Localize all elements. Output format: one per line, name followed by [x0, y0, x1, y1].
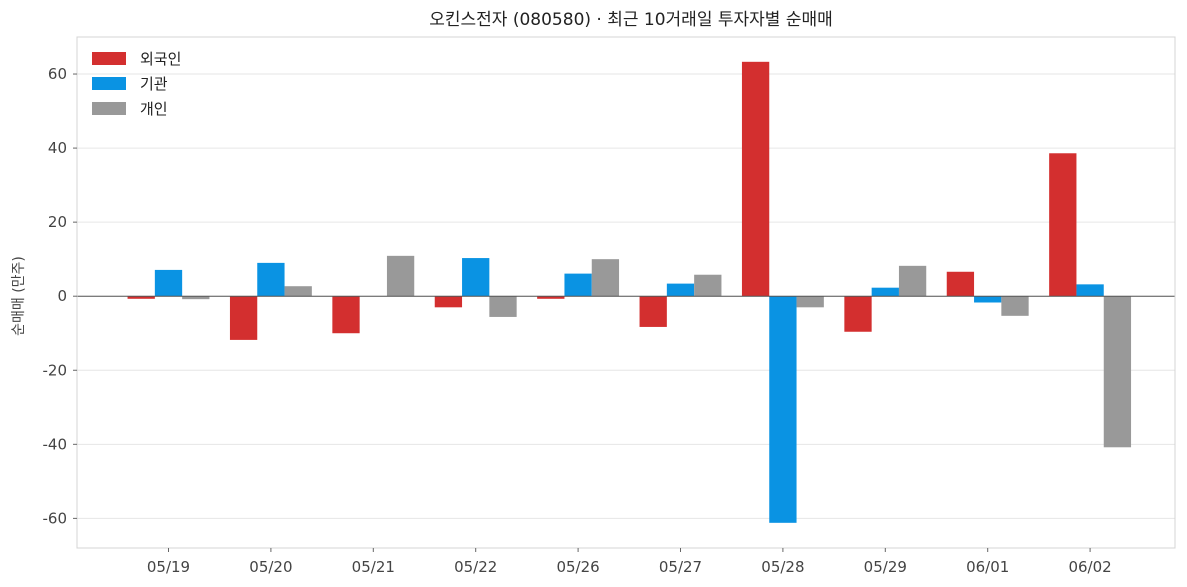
x-tick-label: 05/21	[352, 558, 395, 576]
bar-외국인-05/29	[844, 296, 872, 332]
bar-외국인-05/22	[434, 296, 463, 308]
bar-개인-06/01	[1001, 296, 1029, 316]
chart-title: 오킨스전자 (080580) · 최근 10거래일 투자자별 순매매	[429, 10, 833, 30]
y-tick-label: -60	[43, 509, 68, 527]
bar-기관-05/26	[564, 273, 592, 297]
x-axis: 05/19 05/20 05/21 05/22 05/26 05/27 05/28 05/29…	[147, 548, 1112, 576]
legend-label: 개인	[140, 100, 168, 118]
bar-개인-05/26	[591, 259, 620, 297]
x-tick-label: 06/01	[966, 558, 1009, 576]
y-axis: -60 -40 -20 0 20 40 60	[43, 65, 77, 527]
bar-개인-05/28	[796, 296, 824, 308]
bar-기관-05/22	[462, 258, 490, 297]
x-tick-label: 05/27	[659, 558, 702, 576]
bar-개인-05/21	[386, 255, 415, 297]
plot-frame	[76, 36, 1176, 549]
y-tick-label: -20	[43, 361, 68, 379]
bar-외국인-05/27	[639, 296, 667, 327]
legend-label: 외국인	[140, 50, 181, 68]
x-tick-label: 05/29	[864, 558, 907, 576]
legend-label: 기관	[140, 75, 168, 93]
bar-개인-05/19	[182, 296, 210, 300]
bar-개인-05/29	[898, 265, 927, 297]
y-tick-label: -40	[43, 435, 68, 453]
x-tick-label: 05/22	[454, 558, 497, 576]
y-tick-label: 0	[57, 287, 67, 305]
y-tick-label: 40	[48, 139, 67, 157]
x-tick-label: 05/26	[556, 558, 599, 576]
bar-외국인-05/21	[332, 296, 360, 334]
bar-기관-05/28	[769, 296, 797, 523]
x-tick-label: 05/20	[249, 558, 292, 576]
x-tick-label: 05/28	[761, 558, 804, 576]
bar-기관-05/27	[666, 283, 695, 297]
y-tick-label: 20	[48, 213, 67, 231]
bar-개인-06/02	[1103, 296, 1132, 448]
bar-개인-05/27	[694, 274, 722, 297]
bar-기관-05/20	[257, 262, 285, 297]
y-axis-label: 순매매 (만주)	[11, 256, 27, 336]
legend-swatch-외국인	[92, 52, 126, 65]
bar-외국인-06/02	[1049, 153, 1077, 297]
legend-swatch-개인	[92, 102, 126, 115]
bar-외국인-05/19	[127, 296, 155, 299]
bars	[127, 61, 1132, 523]
bar-외국인-05/20	[229, 296, 258, 340]
y-tick-label: 60	[48, 65, 67, 83]
bar-외국인-05/28	[741, 61, 770, 297]
bar-기관-05/19	[154, 269, 183, 297]
bar-기관-06/01	[974, 296, 1002, 303]
bar-외국인-06/01	[946, 271, 975, 297]
x-tick-label: 06/02	[1068, 558, 1111, 576]
legend-swatch-기관	[92, 77, 126, 90]
bar-외국인-05/26	[537, 296, 565, 299]
bar-기관-06/02	[1076, 284, 1104, 297]
bar-개인-05/22	[489, 296, 517, 317]
bar-기관-05/29	[871, 287, 899, 297]
bar-개인-05/20	[284, 286, 312, 297]
x-tick-label: 05/19	[147, 558, 190, 576]
